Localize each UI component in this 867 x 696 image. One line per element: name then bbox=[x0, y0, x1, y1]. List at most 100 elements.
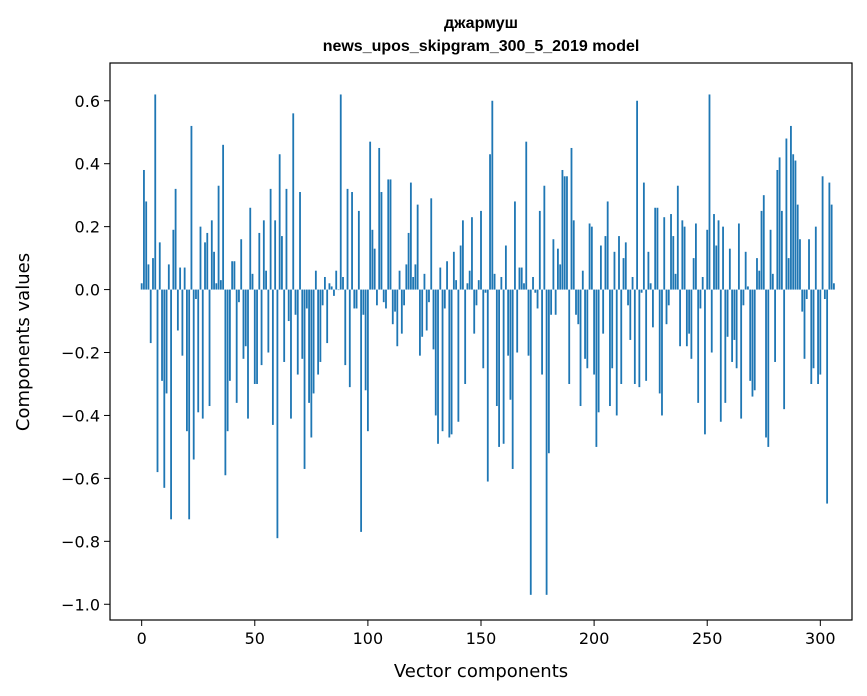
bar bbox=[631, 276, 634, 290]
bar bbox=[240, 239, 243, 290]
bar bbox=[724, 289, 727, 403]
bar bbox=[620, 289, 623, 384]
bar bbox=[292, 113, 295, 290]
bar bbox=[287, 289, 290, 322]
x-axis-label: Vector components bbox=[394, 661, 568, 682]
bar bbox=[649, 283, 652, 290]
bar bbox=[419, 289, 421, 356]
bar bbox=[527, 289, 530, 356]
x-tick-label: 250 bbox=[692, 629, 723, 648]
bar bbox=[219, 280, 222, 290]
bar bbox=[421, 289, 424, 337]
bar bbox=[701, 276, 704, 290]
bar bbox=[792, 154, 795, 290]
bar bbox=[579, 289, 582, 407]
bar bbox=[695, 223, 697, 290]
bar bbox=[602, 289, 605, 334]
bar bbox=[595, 289, 598, 447]
bar bbox=[348, 289, 351, 388]
bar bbox=[380, 192, 383, 290]
bar bbox=[296, 289, 299, 375]
bar bbox=[201, 289, 204, 419]
bar bbox=[523, 283, 525, 290]
bar bbox=[161, 289, 163, 381]
bar bbox=[801, 289, 804, 312]
bar bbox=[235, 289, 238, 403]
bar bbox=[638, 289, 641, 388]
bar bbox=[335, 270, 338, 290]
bar bbox=[267, 289, 270, 353]
bar bbox=[584, 289, 586, 359]
bar bbox=[658, 289, 661, 394]
bar bbox=[357, 210, 360, 290]
bar bbox=[233, 261, 236, 290]
bar bbox=[190, 125, 193, 290]
bar bbox=[226, 289, 229, 432]
bar bbox=[545, 289, 548, 595]
bar bbox=[403, 289, 405, 306]
bar bbox=[572, 220, 575, 290]
y-axis-ticks: 0.6 0.4 0.2 0.0 −0.2 −0.4 −0.6 −0.8 −1.0 bbox=[61, 92, 110, 614]
bar bbox=[532, 276, 534, 290]
bar bbox=[516, 289, 519, 353]
bar bbox=[507, 289, 510, 356]
bar bbox=[706, 229, 709, 290]
bar bbox=[441, 289, 444, 432]
bar bbox=[744, 251, 747, 290]
bar bbox=[443, 289, 446, 309]
bar bbox=[785, 138, 788, 290]
bar bbox=[568, 289, 571, 384]
bar bbox=[416, 204, 419, 290]
bar bbox=[536, 289, 539, 309]
bar bbox=[753, 289, 756, 391]
bar bbox=[796, 204, 799, 290]
bar bbox=[251, 273, 254, 290]
chart-title-line-2: news_upos_skipgram_300_5_2019 model bbox=[323, 38, 640, 55]
bar bbox=[468, 270, 471, 290]
bar bbox=[147, 264, 150, 290]
bar bbox=[355, 289, 358, 309]
bar bbox=[690, 289, 693, 359]
bar bbox=[181, 289, 184, 356]
bar bbox=[140, 283, 143, 290]
bar bbox=[247, 289, 249, 419]
bar bbox=[484, 289, 487, 293]
bar bbox=[455, 280, 458, 290]
bar bbox=[604, 236, 607, 290]
bar bbox=[249, 207, 252, 290]
bar bbox=[176, 289, 179, 331]
bar bbox=[400, 289, 403, 334]
y-axis-label: Components values bbox=[13, 253, 34, 431]
bar bbox=[688, 289, 691, 334]
bar bbox=[409, 182, 412, 290]
bar bbox=[722, 226, 724, 290]
bar bbox=[448, 289, 451, 438]
bar bbox=[787, 258, 790, 290]
bar bbox=[676, 185, 679, 290]
bar bbox=[464, 289, 467, 384]
bar bbox=[423, 273, 426, 290]
bar bbox=[661, 289, 663, 416]
bar bbox=[611, 289, 614, 369]
bar bbox=[163, 289, 166, 488]
bar bbox=[299, 192, 301, 290]
bar bbox=[337, 289, 340, 291]
bar bbox=[339, 94, 342, 290]
bar bbox=[823, 289, 826, 300]
bar bbox=[330, 286, 333, 290]
bar bbox=[769, 229, 772, 290]
bar bbox=[387, 179, 390, 290]
bar bbox=[206, 232, 209, 290]
bar bbox=[504, 245, 507, 290]
bar bbox=[733, 289, 736, 340]
bar bbox=[312, 289, 315, 394]
chart-title-line-1: джармуш bbox=[444, 15, 518, 32]
x-tick-label: 50 bbox=[245, 629, 265, 648]
bar bbox=[471, 217, 473, 290]
bar bbox=[776, 169, 779, 290]
bar bbox=[805, 289, 808, 300]
y-tick-label: 0.0 bbox=[75, 281, 100, 300]
bar bbox=[812, 289, 815, 369]
bar bbox=[376, 289, 378, 306]
